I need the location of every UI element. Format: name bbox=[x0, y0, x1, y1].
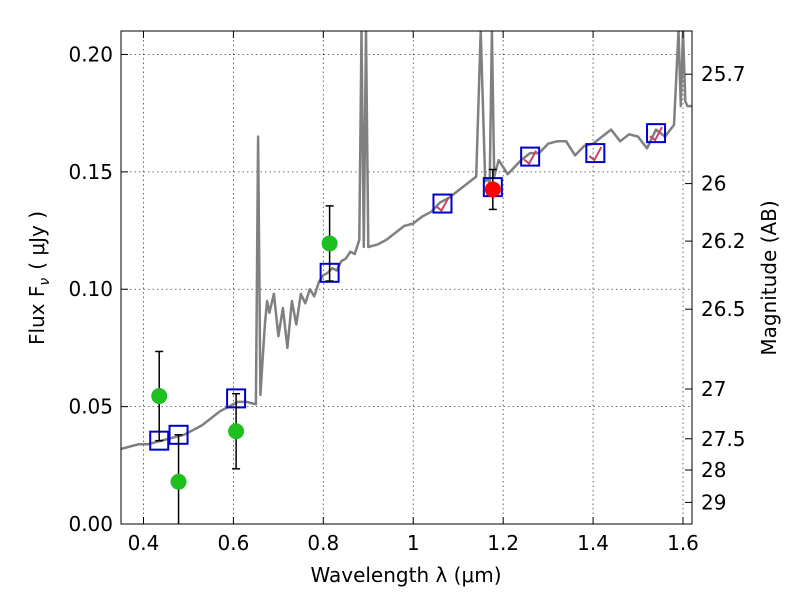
y-tick-label-2: 0.10 bbox=[68, 277, 113, 301]
model-photometry-box-7 bbox=[585, 143, 606, 164]
model-ir-mark-2 bbox=[588, 146, 603, 162]
x-tick-label-3: 1 bbox=[407, 531, 420, 555]
right-axis-label: Magnitude (AB) bbox=[757, 200, 781, 355]
plot-area bbox=[121, 31, 692, 524]
plot-content bbox=[121, 31, 692, 524]
observed-optical-point-0 bbox=[151, 388, 168, 405]
y-tick-label-1: 0.05 bbox=[68, 395, 113, 419]
y-tick-label-4: 0.20 bbox=[68, 42, 113, 66]
x-tick-label-1: 0.6 bbox=[217, 531, 249, 555]
model-ir-mark-3 bbox=[649, 126, 663, 142]
x-tick-label-6: 1.6 bbox=[667, 531, 699, 555]
right-tick-label-7: 29 bbox=[701, 490, 726, 514]
x-tick-label-2: 0.8 bbox=[307, 531, 339, 555]
observed-optical-point-1 bbox=[170, 473, 187, 490]
x-axis-label: Wavelength λ (μm) bbox=[310, 563, 501, 587]
right-tick-label-6: 28 bbox=[701, 458, 726, 482]
model-ir-mark-0 bbox=[435, 197, 450, 213]
y-axis-label: Flux Fν ( μJy ) bbox=[25, 211, 53, 345]
model-photometry-box-8 bbox=[646, 123, 667, 144]
right-tick-label-5: 27.5 bbox=[701, 427, 746, 451]
observed-nearir-point-0 bbox=[484, 181, 501, 198]
y-tick-label-3: 0.15 bbox=[68, 160, 113, 184]
plot-frame bbox=[120, 30, 693, 525]
model-ir-mark-1 bbox=[523, 150, 538, 166]
right-tick-label-3: 26.5 bbox=[701, 297, 746, 321]
y-axis-label-subscript: ν bbox=[37, 278, 53, 286]
y-axis-label-unit: ( μJy ) bbox=[25, 211, 49, 270]
svg-text:Flux Fν( μJy ): Flux Fν ( μJy ) bbox=[25, 211, 53, 345]
observed-optical-point-3 bbox=[321, 235, 338, 252]
right-tick-label-4: 27 bbox=[701, 377, 726, 401]
y-tick-label-0: 0.00 bbox=[68, 512, 113, 536]
x-tick-label-5: 1.4 bbox=[577, 531, 609, 555]
right-tick-label-0: 25.7 bbox=[701, 62, 746, 86]
x-tick-label-0: 0.4 bbox=[128, 531, 160, 555]
model-photometry-box-4 bbox=[432, 193, 453, 214]
axis-ticks: 0.4 0.6 0.8 1 1.2 1.4 1.6 0.00 0.05 0.10 0.15 0.20 2… bbox=[68, 31, 746, 555]
y-axis-label-main: Flux F bbox=[25, 286, 49, 345]
x-tick-label-4: 1.2 bbox=[487, 531, 519, 555]
model-photometry-box-6 bbox=[520, 146, 541, 167]
observed-optical-point-2 bbox=[228, 423, 245, 440]
right-tick-label-1: 26 bbox=[701, 172, 726, 196]
right-tick-label-2: 26.2 bbox=[701, 229, 746, 253]
